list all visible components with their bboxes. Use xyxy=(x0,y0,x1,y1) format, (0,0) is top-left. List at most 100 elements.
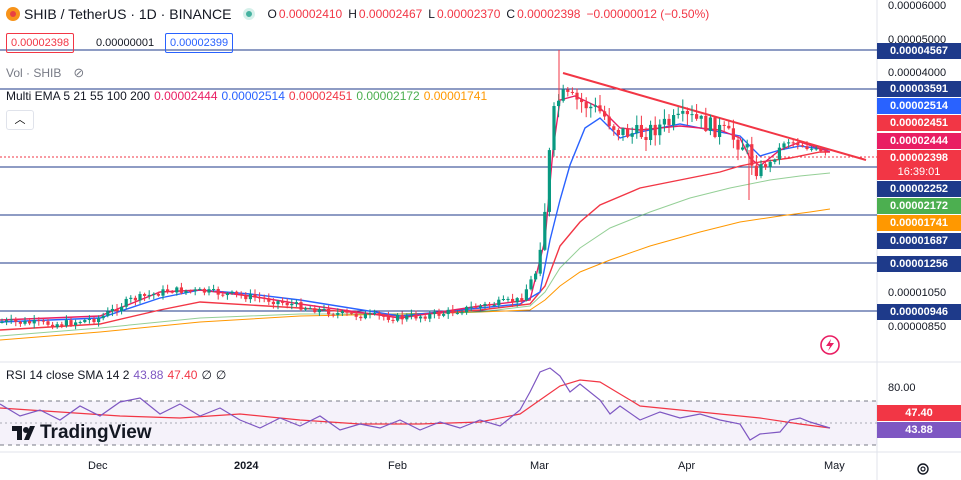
candle-body xyxy=(262,297,266,299)
candle-body xyxy=(529,279,533,290)
candle-body xyxy=(764,164,768,168)
candle-body xyxy=(805,146,809,150)
candle-body xyxy=(179,287,183,293)
candle-body xyxy=(690,114,694,116)
candle-body xyxy=(373,313,377,315)
candle-body xyxy=(69,320,73,326)
candle-body xyxy=(465,306,469,313)
candle-body xyxy=(584,102,588,109)
candle-body xyxy=(616,129,620,136)
candle-body xyxy=(0,321,4,323)
tradingview-logo-icon xyxy=(12,426,35,440)
candle-body xyxy=(129,297,133,299)
price-tick: 0.00001050 xyxy=(888,287,947,299)
candle-body xyxy=(442,314,446,316)
candle-body xyxy=(630,133,634,137)
candle-body xyxy=(543,211,547,250)
candle-body xyxy=(672,115,676,126)
candle-body xyxy=(478,305,482,308)
symbol-legend[interactable]: SHIB / TetherUS · 1D · BINANCE O 0.000024… xyxy=(6,6,709,22)
candle-body xyxy=(74,322,78,326)
buy-price-box[interactable]: 0.00002399 xyxy=(165,33,234,53)
candle-body xyxy=(589,106,593,109)
price-tag-level: 0.00001687 xyxy=(877,233,961,249)
candle-body xyxy=(653,124,657,136)
candle-body xyxy=(662,118,666,125)
price-tag-level: 0.00003591 xyxy=(877,81,961,97)
candle-body xyxy=(9,319,13,321)
candle-body xyxy=(345,311,349,313)
price-tag-level: 0.00002252 xyxy=(877,181,961,197)
candle-body xyxy=(221,294,225,296)
shib-logo-icon xyxy=(6,7,20,21)
ohlc-values: O 0.00002410 H 0.00002467 L 0.00002370 C 0.0… xyxy=(267,7,710,21)
volume-legend[interactable]: Vol · SHIB ⊘ xyxy=(6,65,84,81)
candle-body xyxy=(598,105,602,112)
chevron-up-icon: ︿ xyxy=(14,114,26,126)
candle-body xyxy=(782,143,786,148)
candle-body xyxy=(718,124,722,137)
candle-body xyxy=(207,289,211,293)
candle-body xyxy=(557,100,561,107)
candle-body xyxy=(175,287,179,293)
candle-body xyxy=(18,321,22,324)
candle-body xyxy=(819,148,823,152)
candle-body xyxy=(791,142,795,144)
candle-body xyxy=(685,110,689,115)
candle-body xyxy=(566,89,570,92)
candle-body xyxy=(304,308,308,310)
eye-hidden-icon[interactable]: ⊘ xyxy=(73,65,85,80)
candle-body xyxy=(497,299,501,305)
candle-body xyxy=(133,297,137,301)
candle-body xyxy=(787,142,791,144)
tradingview-logo-text[interactable]: TradingView xyxy=(40,422,152,443)
candle-body xyxy=(428,313,432,319)
candle-body xyxy=(147,294,151,296)
candle-body xyxy=(64,320,68,326)
candle-body xyxy=(580,99,584,103)
candle-body xyxy=(708,117,712,131)
candle-body xyxy=(745,144,749,148)
candle-body xyxy=(386,316,390,320)
ema-21-value: 0.00002514 xyxy=(221,89,285,103)
candle-body xyxy=(97,318,101,323)
ema-100-value: 0.00002172 xyxy=(356,89,420,103)
candle-body xyxy=(727,125,731,129)
candle-body xyxy=(754,165,758,177)
candle-body xyxy=(649,124,653,140)
candle-body xyxy=(143,294,147,296)
candle-body xyxy=(239,293,243,296)
ema-21-line xyxy=(0,117,831,323)
candle-body xyxy=(23,320,27,324)
price-tag-ema100: 0.00002172 xyxy=(877,198,961,214)
candle-body xyxy=(138,294,142,301)
candle-body xyxy=(768,161,772,168)
collapse-legend-button[interactable]: ︿ xyxy=(6,110,34,130)
price-tick: 0.00006000 xyxy=(888,0,947,12)
rsi-legend[interactable]: RSI 14 close SMA 14 2 43.88 47.40 ∅ ∅ xyxy=(6,368,226,382)
bar-countdown: 16:39:01 xyxy=(897,166,941,178)
candle-body xyxy=(327,308,331,315)
time-label: Mar xyxy=(530,460,549,472)
candle-body xyxy=(400,314,404,320)
candle-body xyxy=(317,309,321,313)
candle-body xyxy=(32,319,36,324)
candle-body xyxy=(216,288,220,295)
candle-body xyxy=(368,313,372,315)
candle-body xyxy=(432,311,436,314)
sell-price-box[interactable]: 0.00002398 xyxy=(6,33,75,53)
candle-body xyxy=(741,147,745,150)
candle-body xyxy=(267,298,271,302)
ema-100-line xyxy=(0,172,831,337)
ema-title: Multi EMA 5 21 55 100 200 xyxy=(6,89,151,103)
rsi-line xyxy=(0,367,831,441)
candle-body xyxy=(331,314,335,316)
candle-body xyxy=(170,291,174,293)
ema-legend[interactable]: Multi EMA 5 21 55 100 200 0.00002444 0.0… xyxy=(6,89,487,103)
price-tag-level: 0.00000946 xyxy=(877,304,961,320)
current-price-tag: 0.00002398 16:39:01 xyxy=(877,150,961,180)
candle-body xyxy=(225,293,229,296)
candle-body xyxy=(253,294,257,298)
candle-body xyxy=(796,142,800,146)
